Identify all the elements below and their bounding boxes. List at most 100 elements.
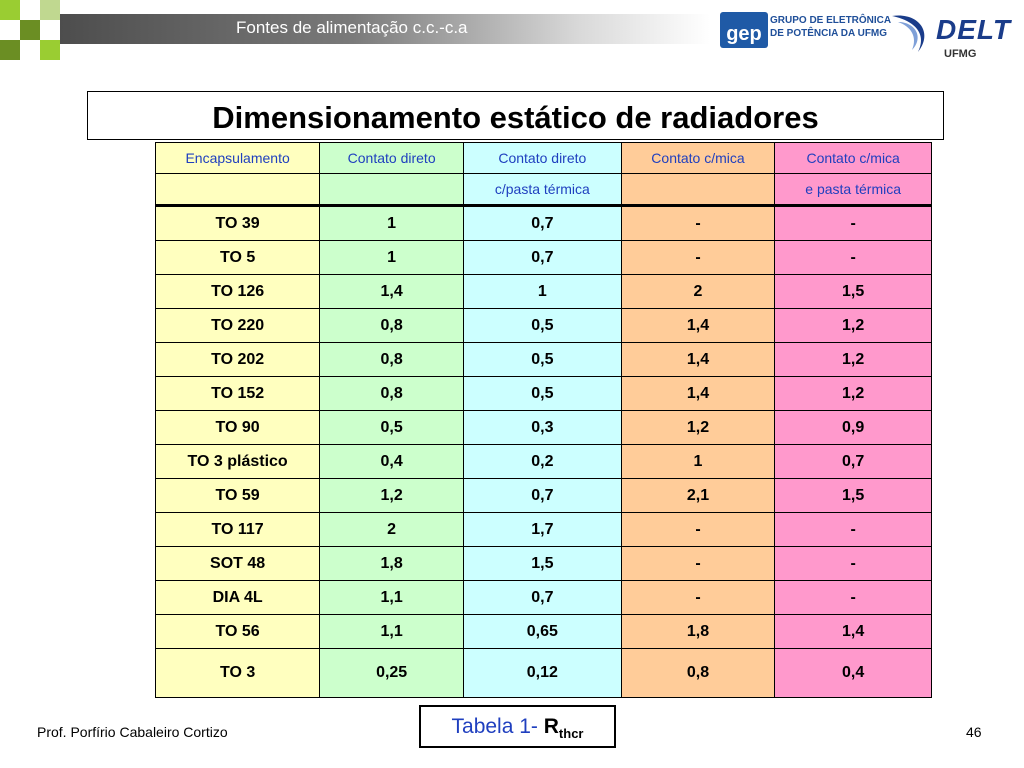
value-cell: 0,5: [319, 410, 465, 445]
table-header-row: c/pasta térmica e pasta térmica: [154, 173, 932, 207]
table-caption: Tabela 1- Rthcr: [419, 705, 616, 748]
accent-square: [40, 40, 60, 60]
value-cell: 1,8: [319, 546, 465, 581]
value-cell: 1: [620, 444, 776, 479]
value-cell: 1,2: [620, 410, 776, 445]
value-cell: 0,12: [463, 648, 622, 698]
value-cell: -: [620, 205, 776, 241]
table-header-cell: Contato direto: [319, 142, 465, 174]
top-banner: Fontes de alimentação c.c.-c.a gep GRUPO…: [0, 0, 1024, 80]
value-cell: -: [774, 240, 932, 275]
value-cell: 0,7: [463, 240, 622, 275]
table-header-cell: [154, 173, 321, 207]
package-cell: TO 152: [154, 376, 321, 411]
table-row: TO 90 0,5 0,3 1,2 0,9: [154, 410, 932, 445]
table-row: TO 202 0,8 0,5 1,4 1,2: [154, 342, 932, 377]
value-cell: 1,4: [620, 376, 776, 411]
value-cell: 0,5: [463, 376, 622, 411]
value-cell: -: [620, 240, 776, 275]
value-cell: 0,7: [463, 205, 622, 241]
table-row: TO 117 2 1,7- -: [154, 512, 932, 547]
value-cell: 0,8: [319, 308, 465, 343]
table-row: TO 59 1,2 0,7 2,1 1,5: [154, 478, 932, 513]
page-number: 46: [966, 724, 982, 740]
gep-logo-text: GRUPO DE ELETRÔNICA DE POTÊNCIA DA UFMG: [770, 14, 891, 40]
package-cell: TO 39: [154, 205, 321, 241]
value-cell: 1: [319, 205, 465, 241]
package-cell: TO 56: [154, 614, 321, 649]
banner-bar: [60, 14, 710, 44]
table-header-cell: [319, 173, 465, 207]
value-cell: 1,1: [319, 580, 465, 615]
gep-logo-line2: DE POTÊNCIA DA UFMG: [770, 28, 888, 39]
value-cell: 0,7: [774, 444, 932, 479]
table-row: TO 3 0,25 0,12 0,8 0,4: [154, 648, 932, 698]
accent-square: [20, 20, 40, 40]
table-header-cell: Contato c/mica: [774, 142, 932, 174]
value-cell: -: [620, 580, 776, 615]
value-cell: 0,8: [319, 342, 465, 377]
gep-logo-line1: GRUPO DE ELETRÔNICA: [770, 15, 892, 26]
package-cell: TO 59: [154, 478, 321, 513]
value-cell: -: [774, 205, 932, 241]
package-cell: TO 90: [154, 410, 321, 445]
value-cell: 0,5: [463, 342, 622, 377]
value-cell: -: [774, 512, 932, 547]
package-cell: DIA 4L: [154, 580, 321, 615]
table-row: DIA 4L 1,1 0,7- -: [154, 580, 932, 615]
footer-author: Prof. Porfírio Cabaleiro Cortizo: [37, 724, 228, 740]
ufmg-logo-text: UFMG: [944, 48, 977, 60]
table-header-row: Encapsulamento Contato direto Contato di…: [154, 142, 932, 174]
package-cell: TO 202: [154, 342, 321, 377]
value-cell: 1,5: [774, 274, 932, 309]
value-cell: -: [774, 546, 932, 581]
value-cell: 0,7: [463, 478, 622, 513]
value-cell: 1,2: [319, 478, 465, 513]
value-cell: -: [620, 512, 776, 547]
package-cell: TO 117: [154, 512, 321, 547]
value-cell: 1: [319, 240, 465, 275]
table-row: TO 56 1,1 0,65 1,8 1,4: [154, 614, 932, 649]
table-header-cell: [620, 173, 776, 207]
table-header-cell: Encapsulamento: [154, 142, 321, 174]
table-row: TO 126 1,4 1 2 1,5: [154, 274, 932, 309]
caption-prefix: Tabela 1-: [451, 715, 544, 738]
package-cell: TO 220: [154, 308, 321, 343]
accent-square: [0, 40, 20, 60]
gep-logo: gep: [720, 12, 768, 48]
table-row: TO 39 1 0,7- -: [154, 205, 932, 241]
value-cell: 1,2: [774, 376, 932, 411]
value-cell: 2,1: [620, 478, 776, 513]
table-row: TO 152 0,8 0,5 1,4 1,2: [154, 376, 932, 411]
caption-subscript: thcr: [558, 726, 584, 741]
accent-square: [0, 0, 20, 20]
value-cell: 1,8: [620, 614, 776, 649]
value-cell: 0,2: [463, 444, 622, 479]
value-cell: 2: [620, 274, 776, 309]
value-cell: 0,8: [319, 376, 465, 411]
value-cell: 1,1: [319, 614, 465, 649]
table-row: TO 3 plástico 0,4 0,2 1 0,7: [154, 444, 932, 479]
value-cell: -: [620, 546, 776, 581]
presentation-title: Fontes de alimentação c.c.-c.a: [236, 18, 468, 37]
value-cell: 1,4: [774, 614, 932, 649]
accent-square: [40, 0, 60, 20]
value-cell: 1: [463, 274, 622, 309]
package-cell: TO 126: [154, 274, 321, 309]
value-cell: 1,5: [463, 546, 622, 581]
package-cell: TO 3 plástico: [154, 444, 321, 479]
package-cell: SOT 48: [154, 546, 321, 581]
table-header-cell: Contato c/mica: [620, 142, 776, 174]
slide-title: Dimensionamento estático de radiadores: [212, 100, 819, 135]
value-cell: 0,4: [774, 648, 932, 698]
value-cell: 2: [319, 512, 465, 547]
value-cell: 0,5: [463, 308, 622, 343]
value-cell: 0,65: [463, 614, 622, 649]
value-cell: 0,3: [463, 410, 622, 445]
delt-logo-text: DELT: [936, 14, 1012, 45]
table-header-cell: Contato direto: [463, 142, 622, 174]
package-cell: TO 5: [154, 240, 321, 275]
value-cell: 1,4: [620, 342, 776, 377]
value-cell: 0,9: [774, 410, 932, 445]
thermal-resistance-table: Encapsulamento Contato direto Contato di…: [154, 142, 932, 698]
